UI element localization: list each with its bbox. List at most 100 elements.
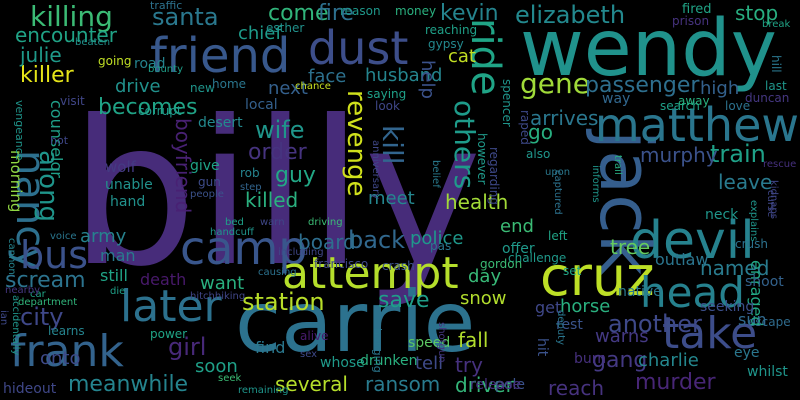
word-116: pole xyxy=(495,377,525,393)
word-169: driving xyxy=(308,217,343,228)
word-68: day xyxy=(468,266,502,287)
word-65: end xyxy=(500,216,534,237)
word-11: matthew xyxy=(594,98,799,152)
word-195: rescue xyxy=(763,159,797,170)
word-54: killed xyxy=(245,188,299,212)
word-190: hanging xyxy=(371,328,384,373)
word-33: meanwhile xyxy=(68,372,189,397)
word-119: whose xyxy=(320,355,365,371)
word-141: rob xyxy=(240,166,260,180)
word-64: go xyxy=(528,120,553,144)
word-35: gang xyxy=(592,348,648,373)
word-36: murder xyxy=(635,370,716,395)
word-26: others xyxy=(448,100,481,190)
word-184: learns xyxy=(48,324,85,338)
word-128: visit xyxy=(60,94,85,108)
word-121: alive xyxy=(300,329,329,343)
word-99: unable xyxy=(105,177,153,193)
word-93: get xyxy=(535,298,562,317)
word-123: look xyxy=(375,99,400,113)
word-189: seek xyxy=(218,373,242,384)
word-51: drive xyxy=(115,76,161,97)
word-56: meet xyxy=(368,188,415,209)
word-67: named xyxy=(700,256,770,280)
word-122: local xyxy=(245,97,278,113)
word-185: power xyxy=(150,327,188,341)
word-177: die xyxy=(110,286,126,297)
word-37: wife xyxy=(255,116,305,144)
word-86: onto xyxy=(40,348,81,369)
word-134: reaching xyxy=(425,23,478,37)
word-149: regarding xyxy=(487,147,501,205)
word-84: scream xyxy=(5,268,86,293)
word-76: ransom xyxy=(365,372,441,396)
word-133: money xyxy=(395,4,437,18)
word-21: gene xyxy=(520,67,590,100)
word-158: duncan xyxy=(745,91,790,105)
word-87: man xyxy=(100,246,136,265)
word-129: corrupt xyxy=(138,104,182,118)
word-114: eye xyxy=(734,345,760,361)
word-124: saying xyxy=(367,87,407,101)
word-53: face xyxy=(308,66,347,87)
word-198: deputy xyxy=(555,310,566,346)
word-13: take xyxy=(662,308,758,359)
word-6: devil xyxy=(630,211,755,271)
word-49: husband xyxy=(365,65,443,86)
word-12: later xyxy=(120,281,222,332)
word-55: health xyxy=(445,190,509,214)
word-136: fired xyxy=(682,2,712,17)
word-167: bed xyxy=(225,217,244,228)
word-135: gypsy xyxy=(428,37,464,51)
word-38: order xyxy=(248,140,307,165)
word-102: way xyxy=(602,91,631,107)
word-85: army xyxy=(80,226,127,247)
word-147: trail xyxy=(612,155,623,175)
word-172: crash xyxy=(382,259,415,273)
word-80: girl xyxy=(168,333,207,361)
word-103: offer xyxy=(502,241,535,257)
word-126: going xyxy=(98,54,132,68)
word-30: back xyxy=(348,226,406,254)
word-97: give xyxy=(190,158,220,174)
word-47: encounter xyxy=(15,23,117,47)
word-32: another xyxy=(608,310,702,338)
word-170: francisco xyxy=(314,257,369,271)
word-139: traffic xyxy=(150,0,183,12)
word-23: train xyxy=(710,140,766,168)
word-140: beaten xyxy=(75,37,111,48)
word-105: neck xyxy=(705,207,739,223)
word-145: upon xyxy=(545,167,571,178)
word-154: chance xyxy=(295,81,331,92)
word-171: challenge xyxy=(508,251,567,265)
word-131: home xyxy=(212,77,247,91)
word-137: prison xyxy=(672,14,710,28)
word-50: cat xyxy=(448,46,476,67)
word-165: voice xyxy=(50,231,77,242)
word-100: hand xyxy=(110,194,146,210)
word-10: head xyxy=(640,268,745,317)
word-120: drunken xyxy=(360,353,418,369)
word-96: desert xyxy=(198,115,243,131)
word-71: try xyxy=(455,353,483,377)
word-193: explains xyxy=(748,200,759,242)
word-77: several xyxy=(275,372,348,396)
word-72: warns xyxy=(595,326,649,347)
word-5: friend xyxy=(150,28,291,84)
word-62: help xyxy=(417,60,438,99)
word-7: cruz xyxy=(540,245,655,308)
word-91: horse xyxy=(560,296,611,317)
word-24: revenge xyxy=(341,90,371,197)
word-163: vengeance xyxy=(13,100,26,161)
word-8: camp xyxy=(180,221,308,275)
word-162: hot xyxy=(50,134,69,147)
word-111: burn xyxy=(574,351,607,367)
word-179: nearby xyxy=(5,285,40,296)
word-146: informs xyxy=(590,165,601,203)
word-16: bus xyxy=(20,233,89,277)
word-90: find xyxy=(255,338,286,357)
word-153: belief xyxy=(430,160,441,188)
word-130: new xyxy=(190,81,215,95)
word-0: billy xyxy=(70,78,483,311)
word-188: remaining xyxy=(238,385,289,396)
